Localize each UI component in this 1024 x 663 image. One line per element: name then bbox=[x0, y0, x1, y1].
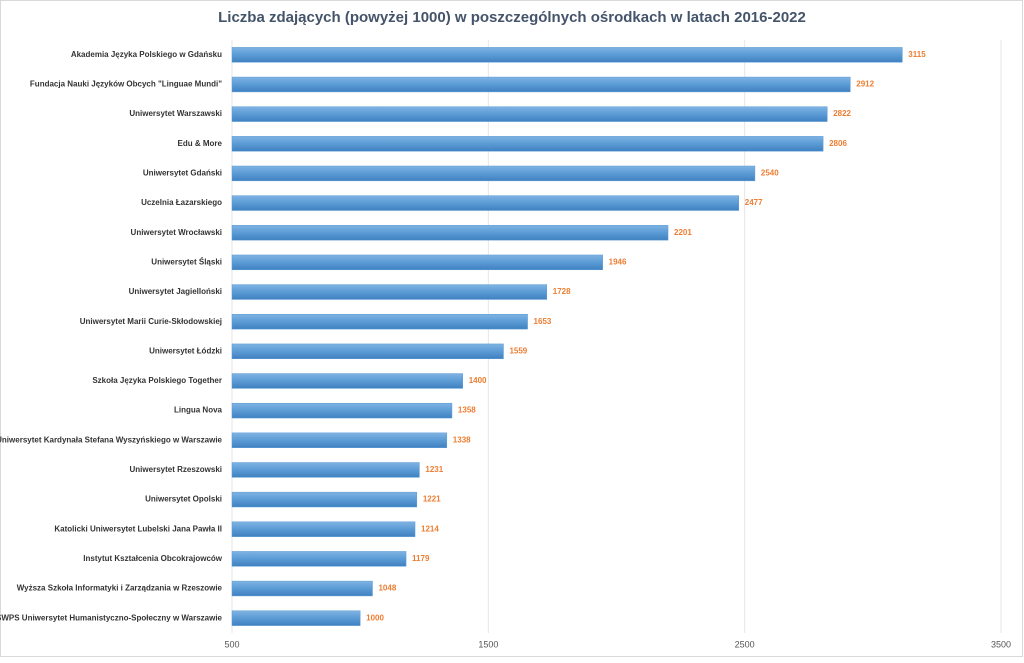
bar bbox=[231, 254, 603, 271]
value-label: 3115 bbox=[908, 50, 926, 59]
bar bbox=[231, 610, 361, 626]
bar bbox=[231, 165, 756, 182]
x-tick-label: 1500 bbox=[478, 639, 498, 649]
chart-title: Liczba zdających (powyżej 1000) w poszcz… bbox=[218, 9, 806, 26]
y-tick-label: Uniwersytet Rzeszowski bbox=[130, 465, 222, 474]
y-tick-label: Uniwersytet Jagielloński bbox=[129, 287, 222, 296]
bar bbox=[231, 491, 418, 508]
y-tick-label: Katolicki Uniwersytet Lubelski Jana Pawł… bbox=[54, 524, 222, 533]
y-tick-label: Instytut Kształcenia Obcokrajowców bbox=[83, 554, 222, 563]
bar bbox=[231, 47, 903, 63]
value-label: 1358 bbox=[458, 406, 476, 415]
value-label: 2822 bbox=[833, 109, 851, 118]
value-label: 1221 bbox=[423, 495, 441, 504]
bar bbox=[231, 106, 828, 122]
y-tick-label: Edu & More bbox=[178, 139, 223, 148]
x-tick-label: 3500 bbox=[991, 639, 1011, 649]
bar bbox=[231, 402, 453, 419]
value-label: 1214 bbox=[421, 524, 439, 533]
value-label: 1559 bbox=[509, 346, 527, 355]
bar bbox=[231, 284, 548, 300]
value-label: 2806 bbox=[829, 139, 847, 148]
y-tick-label: Uniwersytet Warszawski bbox=[129, 109, 222, 118]
bar bbox=[231, 195, 740, 211]
bar bbox=[231, 373, 463, 389]
bar bbox=[231, 225, 669, 241]
bar bbox=[231, 136, 824, 152]
value-label: 1338 bbox=[453, 435, 471, 444]
value-label: 1179 bbox=[412, 554, 430, 563]
y-tick-label: Uniwersytet Marii Curie-Skłodowskiej bbox=[80, 317, 222, 326]
value-label: 2477 bbox=[745, 198, 763, 207]
bar bbox=[231, 343, 504, 359]
bar bbox=[231, 76, 851, 93]
y-tick-label: Wyższa Szkoła Informatyki i Zarządzania … bbox=[17, 584, 223, 593]
value-label: 1653 bbox=[534, 317, 552, 326]
y-tick-label: Uczelnia Łazarskiego bbox=[141, 198, 222, 207]
bar bbox=[231, 521, 416, 537]
y-tick-label: Fundacja Nauki Języków Obcych "Linguae M… bbox=[30, 80, 222, 89]
bar bbox=[231, 462, 420, 478]
value-label: 2201 bbox=[674, 228, 692, 237]
value-label: 1946 bbox=[609, 257, 627, 266]
x-tick-label: 2500 bbox=[735, 639, 755, 649]
bar bbox=[231, 551, 407, 567]
bar bbox=[231, 314, 528, 330]
value-label: 1400 bbox=[469, 376, 487, 385]
y-tick-label: SWPS Uniwersytet Humanistyczno-Społeczny… bbox=[0, 613, 223, 622]
y-tick-label: Szkoła Języka Polskiego Together bbox=[92, 376, 222, 385]
y-tick-label: Uniwersytet Kardynała Stefana Wyszyńskie… bbox=[0, 435, 223, 444]
x-tick-label: 500 bbox=[224, 639, 239, 649]
y-tick-label: Uniwersytet Gdański bbox=[143, 169, 222, 178]
value-label: 2540 bbox=[761, 169, 779, 178]
y-tick-label: Uniwersytet Śląski bbox=[151, 257, 222, 266]
y-tick-label: Uniwersytet Opolski bbox=[145, 495, 222, 504]
y-tick-label: Uniwersytet Wrocławski bbox=[131, 228, 222, 237]
value-label: 1000 bbox=[366, 613, 384, 622]
value-label: 1048 bbox=[378, 584, 396, 593]
bar bbox=[231, 432, 448, 448]
value-label: 1728 bbox=[553, 287, 571, 296]
value-label: 1231 bbox=[425, 465, 443, 474]
value-label: 2912 bbox=[856, 80, 874, 89]
y-tick-label: Uniwersytet Łódzki bbox=[149, 346, 222, 355]
y-tick-label: Akademia Języka Polskiego w Gdańsku bbox=[71, 50, 222, 59]
y-tick-label: Lingua Nova bbox=[174, 406, 223, 415]
bar bbox=[231, 580, 373, 597]
